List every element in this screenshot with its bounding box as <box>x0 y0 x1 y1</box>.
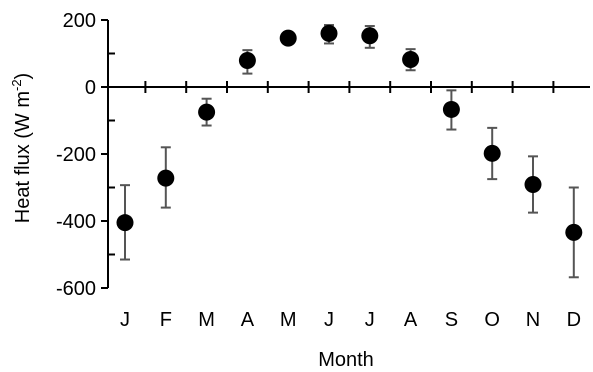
month-label: A <box>241 309 255 331</box>
data-point <box>483 144 501 162</box>
y-tick-labels: 200 0 -200 -400 -600 <box>56 10 96 300</box>
y-tick-label: -200 <box>56 144 96 166</box>
month-label: M <box>198 309 215 331</box>
x-axis-label: Month <box>318 349 374 371</box>
y-axis-label-superscript: -2 <box>9 79 24 91</box>
data-point <box>238 52 256 70</box>
month-label: J <box>120 309 130 331</box>
month-label: J <box>365 309 375 331</box>
y-tick-label: 200 <box>63 10 96 32</box>
y-axis-label: Heat flux (W m-2) <box>9 73 34 223</box>
y-axis-label-close: ) <box>12 73 34 80</box>
data-point <box>116 214 134 232</box>
data-point <box>279 29 297 47</box>
y-tick-label: -600 <box>56 278 96 300</box>
data-point <box>442 100 460 118</box>
axes <box>101 19 590 289</box>
data-point <box>198 103 216 121</box>
y-axis-label-main: Heat flux (W m <box>12 91 34 223</box>
data-point <box>565 223 583 241</box>
month-label: A <box>404 309 418 331</box>
y-tick-label: 0 <box>85 77 96 99</box>
data-point <box>524 175 542 193</box>
data-points <box>116 24 583 241</box>
month-label: J <box>324 309 334 331</box>
data-point <box>157 169 175 187</box>
month-label: S <box>445 309 458 331</box>
month-label: N <box>526 309 540 331</box>
month-label: D <box>567 309 581 331</box>
error-bars <box>120 24 579 279</box>
data-point <box>361 27 379 45</box>
data-point <box>320 24 338 42</box>
month-label: F <box>160 309 172 331</box>
month-label: O <box>484 309 500 331</box>
month-label: M <box>280 309 297 331</box>
y-tick-label: -400 <box>56 211 96 233</box>
data-point <box>402 51 420 69</box>
